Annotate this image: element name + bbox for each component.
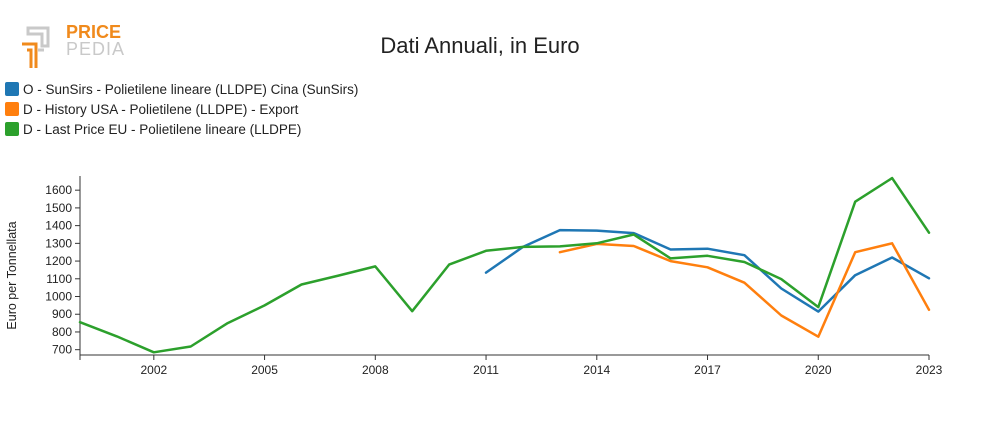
x-tick-label: 2011 <box>473 363 499 377</box>
y-tick-label: 1400 <box>45 219 72 233</box>
y-axis-title: Euro per Tonnellata <box>5 221 19 329</box>
legend-item-last-price-eu[interactable]: D - Last Price EU - Polietilene lineare … <box>5 119 358 139</box>
y-tick-label: 800 <box>52 325 72 339</box>
legend-item-sunsirs[interactable]: O - SunSirs - Polietilene lineare (LLDPE… <box>5 79 358 99</box>
y-tick-label: 1600 <box>45 183 72 197</box>
series-line-1[interactable] <box>558 242 931 338</box>
legend-item-history-usa[interactable]: D - History USA - Polietilene (LLDPE) - … <box>5 99 358 119</box>
x-tick-label: 2023 <box>916 363 943 377</box>
logo-mark-icon <box>22 26 50 68</box>
legend-swatch-sunsirs <box>5 82 19 96</box>
y-tick-label: 1300 <box>45 236 72 250</box>
legend-label-last-price-eu: D - Last Price EU - Polietilene lineare … <box>23 121 302 137</box>
chart-axes: 700 800 900 1000 1100 1200 1300 1400 1500 1600 200… <box>45 176 943 377</box>
legend-swatch-history-usa <box>5 102 19 116</box>
y-tick-label: 700 <box>52 343 72 357</box>
x-tick-label: 2008 <box>362 363 389 377</box>
x-tick-label: 2020 <box>805 363 832 377</box>
y-tick-label: 1200 <box>45 254 72 268</box>
legend-label-history-usa: D - History USA - Polietilene (LLDPE) - … <box>23 101 299 117</box>
pricepedia-logo: PRICE PEDIA <box>18 22 138 74</box>
logo-text-price: PRICE <box>66 22 122 42</box>
chart-legend: O - SunSirs - Polietilene lineare (LLDPE… <box>5 79 358 139</box>
series-line-0[interactable] <box>484 228 931 313</box>
legend-swatch-last-price-eu <box>5 122 19 136</box>
x-tick-label: 2014 <box>583 363 610 377</box>
x-tick-label: 2002 <box>140 363 167 377</box>
chart-title: Dati Annuali, in Euro <box>380 33 580 58</box>
y-tick-label: 1100 <box>46 272 72 286</box>
logo-text-pedia: PEDIA <box>66 39 126 59</box>
x-tick-label: 2017 <box>694 363 721 377</box>
legend-label-sunsirs: O - SunSirs - Polietilene lineare (LLDPE… <box>23 81 359 97</box>
y-tick-label: 900 <box>52 307 72 321</box>
y-tick-label: 1000 <box>45 290 72 304</box>
y-tick-label: 1500 <box>45 201 72 215</box>
chart-series <box>78 176 931 354</box>
x-tick-label: 2005 <box>251 363 278 377</box>
series-line-2[interactable] <box>78 176 931 354</box>
